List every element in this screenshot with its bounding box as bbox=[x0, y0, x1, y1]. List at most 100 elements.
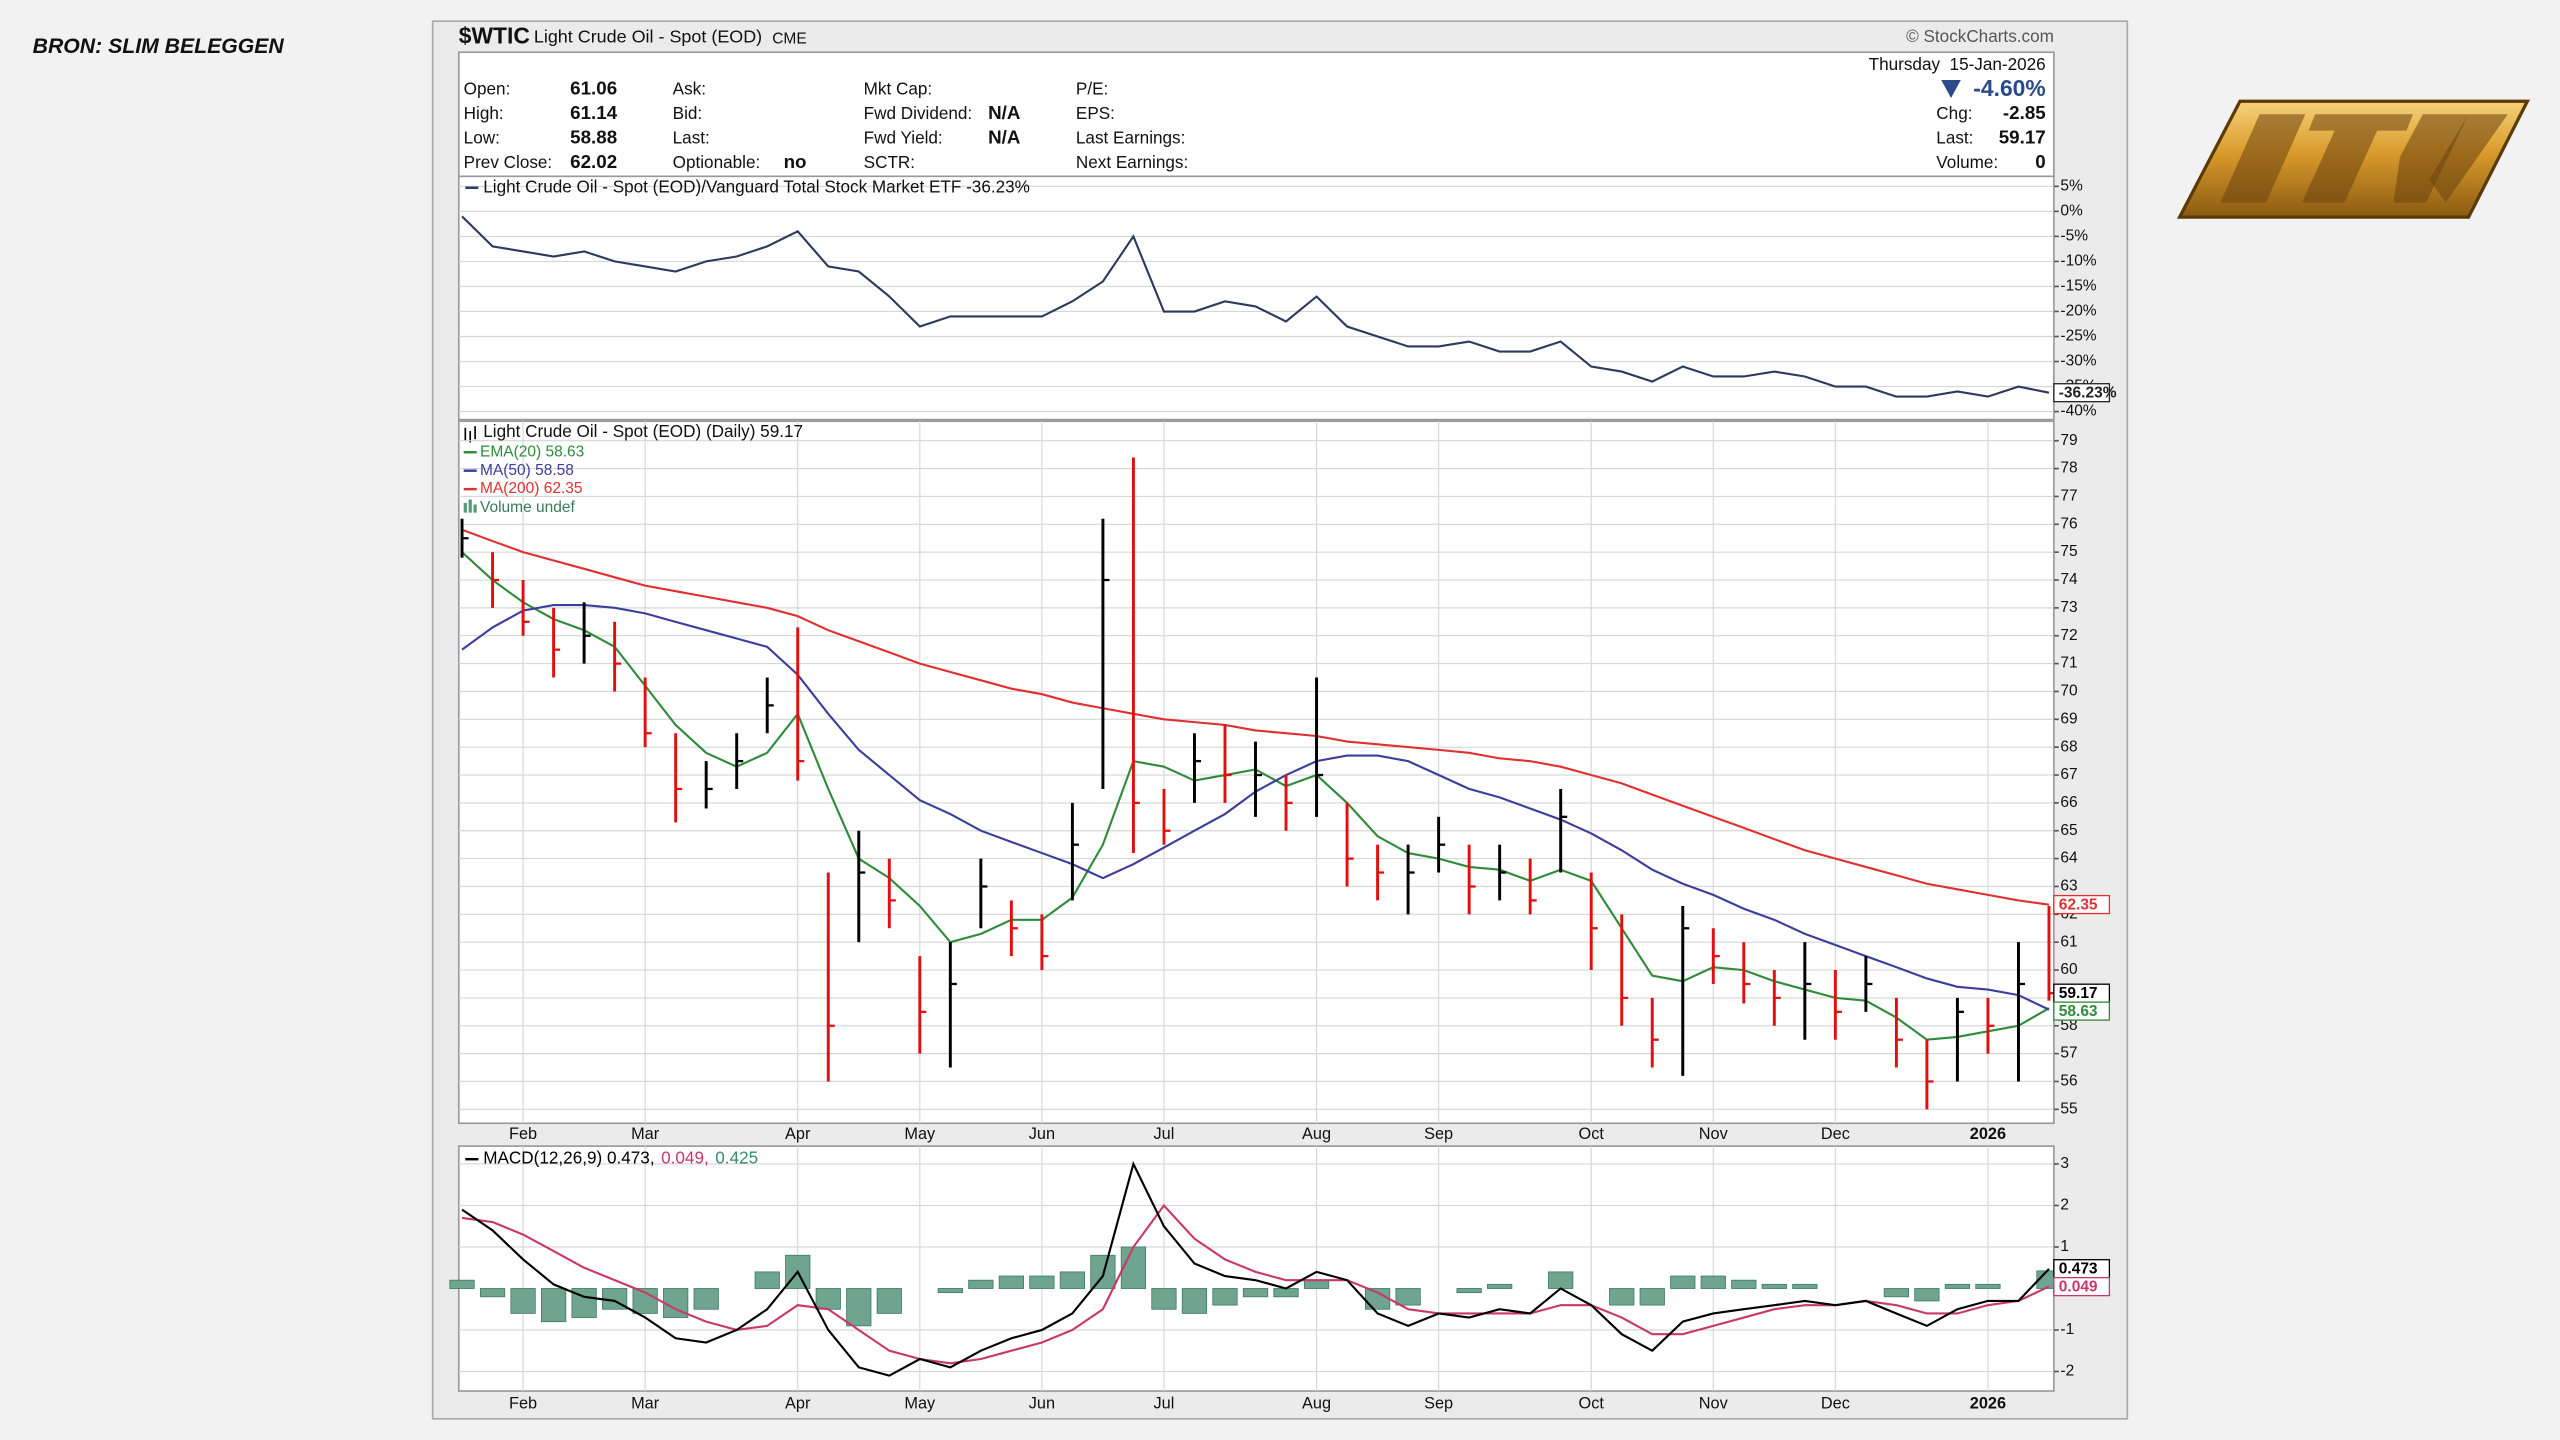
last-value-label: 0.049 bbox=[2059, 1279, 2098, 1296]
histogram-bar bbox=[937, 1288, 963, 1294]
histogram-bar bbox=[1029, 1275, 1055, 1289]
quote-label: Fwd Yield: bbox=[864, 127, 943, 147]
x-tick-label: Aug bbox=[1302, 1394, 1331, 1412]
y-tick-label: 0% bbox=[2060, 202, 2083, 219]
quote-label: Last: bbox=[673, 127, 710, 147]
x-tick-label: Feb bbox=[509, 1125, 537, 1143]
legend-label: MA(200) 62.35 bbox=[480, 480, 583, 497]
source-label: BRON: SLIM BELEGGEN bbox=[33, 35, 285, 58]
quote-label: Chg: bbox=[1936, 103, 1972, 123]
histogram-bar bbox=[1670, 1275, 1696, 1289]
y-tick-label: 68 bbox=[2060, 738, 2077, 755]
series-line bbox=[461, 215, 2050, 398]
quote-value: N/A bbox=[988, 127, 1021, 148]
x-tick-label: May bbox=[904, 1394, 936, 1412]
y-tick-label: -1 bbox=[2060, 1321, 2074, 1338]
panel-title: Light Crude Oil - Spot (EOD) (Daily) 59.… bbox=[483, 421, 803, 441]
histogram-bar bbox=[876, 1288, 902, 1314]
y-tick-label: -5% bbox=[2060, 227, 2088, 244]
legend-label: EMA(20) 58.63 bbox=[480, 443, 584, 460]
histogram-bar bbox=[1914, 1288, 1940, 1302]
quote-label: Bid: bbox=[673, 103, 703, 123]
x-tick-label: Oct bbox=[1579, 1394, 1605, 1412]
x-tick-label: Dec bbox=[1821, 1394, 1850, 1412]
y-tick-label: 55 bbox=[2060, 1100, 2077, 1117]
volume-icon bbox=[463, 499, 477, 513]
quote-label: Last: bbox=[1936, 127, 1973, 147]
y-tick-label: 78 bbox=[2060, 460, 2077, 477]
histogram-bar bbox=[1609, 1288, 1635, 1306]
y-tick-label: -20% bbox=[2060, 303, 2096, 320]
last-value-box bbox=[2053, 1001, 2111, 1021]
y-tick-label: 61 bbox=[2060, 933, 2077, 950]
x-tick-label: Oct bbox=[1579, 1125, 1605, 1143]
histogram-bar bbox=[1212, 1288, 1238, 1306]
x-tick-label: Jul bbox=[1154, 1394, 1175, 1412]
x-tick-label: Mar bbox=[631, 1394, 660, 1412]
volume-label: Volume undef bbox=[480, 499, 575, 516]
quote-change-pct: -4.60% bbox=[1973, 75, 2045, 101]
x-tick-label: Feb bbox=[509, 1394, 537, 1412]
legend-label: 0.049, bbox=[661, 1148, 709, 1168]
last-value-label: -36.23% bbox=[2059, 385, 2117, 402]
x-tick-label: Mar bbox=[631, 1125, 660, 1143]
histogram-bar bbox=[693, 1288, 719, 1310]
y-tick-label: -40% bbox=[2060, 403, 2096, 420]
y-tick-label: 66 bbox=[2060, 794, 2077, 811]
quote-value: 58.88 bbox=[570, 127, 617, 148]
y-tick-label: 3 bbox=[2060, 1155, 2069, 1172]
y-tick-label: 72 bbox=[2060, 627, 2077, 644]
histogram-bar bbox=[1731, 1279, 1757, 1289]
y-tick-label: 73 bbox=[2060, 599, 2077, 616]
quote-value: 62.02 bbox=[570, 151, 617, 172]
y-tick-label: 63 bbox=[2060, 878, 2077, 895]
x-tick-label: Sep bbox=[1424, 1394, 1453, 1412]
quote-label: Low: bbox=[464, 127, 500, 147]
last-value-box bbox=[2053, 894, 2111, 915]
histogram-bar bbox=[1761, 1283, 1787, 1289]
quote-label: Ask: bbox=[673, 78, 706, 98]
quote-label: Fwd Dividend: bbox=[864, 103, 973, 123]
x-tick-label: Aug bbox=[1302, 1125, 1331, 1143]
last-value-box bbox=[2053, 1277, 2111, 1297]
y-tick-label: -25% bbox=[2060, 328, 2096, 345]
y-tick-label: -15% bbox=[2060, 278, 2096, 295]
histogram-bar bbox=[510, 1288, 536, 1314]
histogram-bar bbox=[1456, 1288, 1482, 1294]
y-tick-label: 74 bbox=[2060, 571, 2078, 588]
y-tick-label: 58 bbox=[2060, 1017, 2077, 1034]
x-tick-label: Sep bbox=[1424, 1125, 1453, 1143]
y-tick-label: 64 bbox=[2060, 850, 2078, 867]
x-tick-label: Nov bbox=[1699, 1125, 1729, 1143]
y-tick-label: 1 bbox=[2060, 1238, 2069, 1255]
quote-label: EPS: bbox=[1076, 103, 1115, 123]
quote-label: Mkt Cap: bbox=[864, 78, 933, 98]
x-tick-label: Apr bbox=[785, 1394, 811, 1412]
quote-label: P/E: bbox=[1076, 78, 1108, 98]
quote-label: SCTR: bbox=[864, 152, 915, 172]
histogram-bar bbox=[998, 1275, 1024, 1289]
histogram-bar bbox=[540, 1288, 567, 1323]
ratio-panel bbox=[457, 175, 2055, 421]
y-tick-label: 56 bbox=[2060, 1073, 2077, 1090]
y-tick-label: 75 bbox=[2060, 543, 2077, 560]
last-value-box bbox=[2053, 383, 2111, 403]
histogram-bar bbox=[1700, 1275, 1726, 1289]
y-tick-label: 65 bbox=[2060, 822, 2077, 839]
histogram-bar bbox=[754, 1271, 780, 1289]
y-tick-label: -10% bbox=[2060, 253, 2096, 270]
panel-title: Light Crude Oil - Spot (EOD)/Vanguard To… bbox=[483, 176, 1030, 196]
histogram-bar bbox=[479, 1288, 506, 1298]
histogram-bar bbox=[1181, 1288, 1208, 1314]
last-value-label: 59.17 bbox=[2059, 985, 2098, 1002]
y-tick-label: 60 bbox=[2060, 961, 2078, 978]
symbol: $WTIC bbox=[459, 23, 530, 49]
down-arrow bbox=[1941, 80, 1961, 98]
x-tick-label: 2026 bbox=[1970, 1394, 2006, 1412]
logo bbox=[2176, 99, 2531, 219]
quote-box bbox=[457, 51, 2055, 178]
series-line bbox=[461, 1160, 2050, 1377]
quote-value: N/A bbox=[988, 102, 1021, 123]
